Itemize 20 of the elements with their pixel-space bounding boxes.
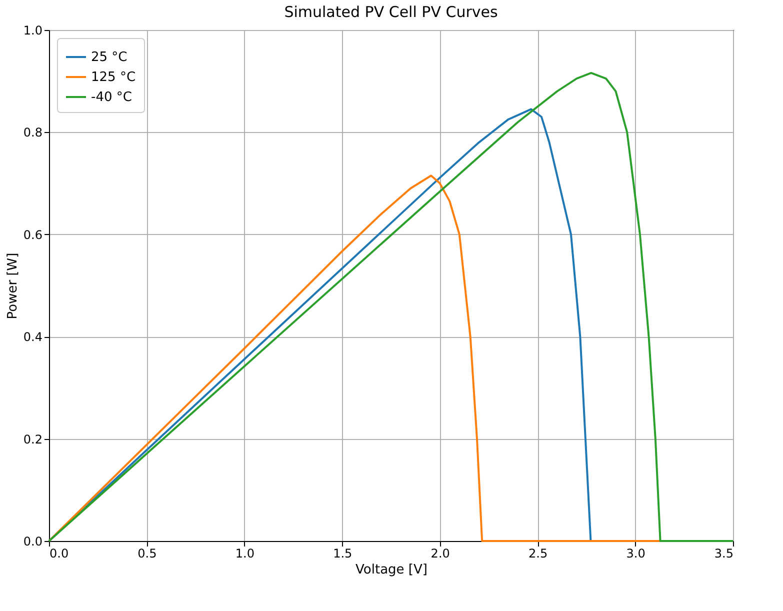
x-tick-label: 2.5 (528, 546, 548, 560)
y-tick-label: 0.4 (23, 330, 42, 344)
legend-label: -40 °C (91, 90, 132, 105)
y-tick-label: 0.0 (23, 534, 42, 548)
x-tick-label: 3.5 (714, 546, 734, 560)
x-tick-label: 2.0 (430, 546, 450, 560)
x-tick-label: 1.5 (333, 546, 352, 560)
x-tick-label: 0.5 (138, 546, 157, 560)
x-axis-title: Voltage [V] (356, 562, 428, 578)
y-tick-label: 0.6 (23, 228, 42, 242)
chart-title: Simulated PV Cell PV Curves (284, 3, 498, 21)
y-tick-label: 0.2 (23, 432, 42, 446)
x-tick-label: 1.0 (235, 546, 254, 560)
y-tick-label: 1.0 (23, 24, 42, 38)
legend-label: 25 °C (91, 50, 128, 65)
x-tick-label: 3.0 (626, 546, 646, 560)
legend-label: 125 °C (91, 70, 136, 85)
y-axis-title: Power [W] (5, 252, 20, 320)
x-tick-label: 0.0 (50, 546, 69, 560)
y-tick-label: 0.8 (23, 126, 42, 140)
